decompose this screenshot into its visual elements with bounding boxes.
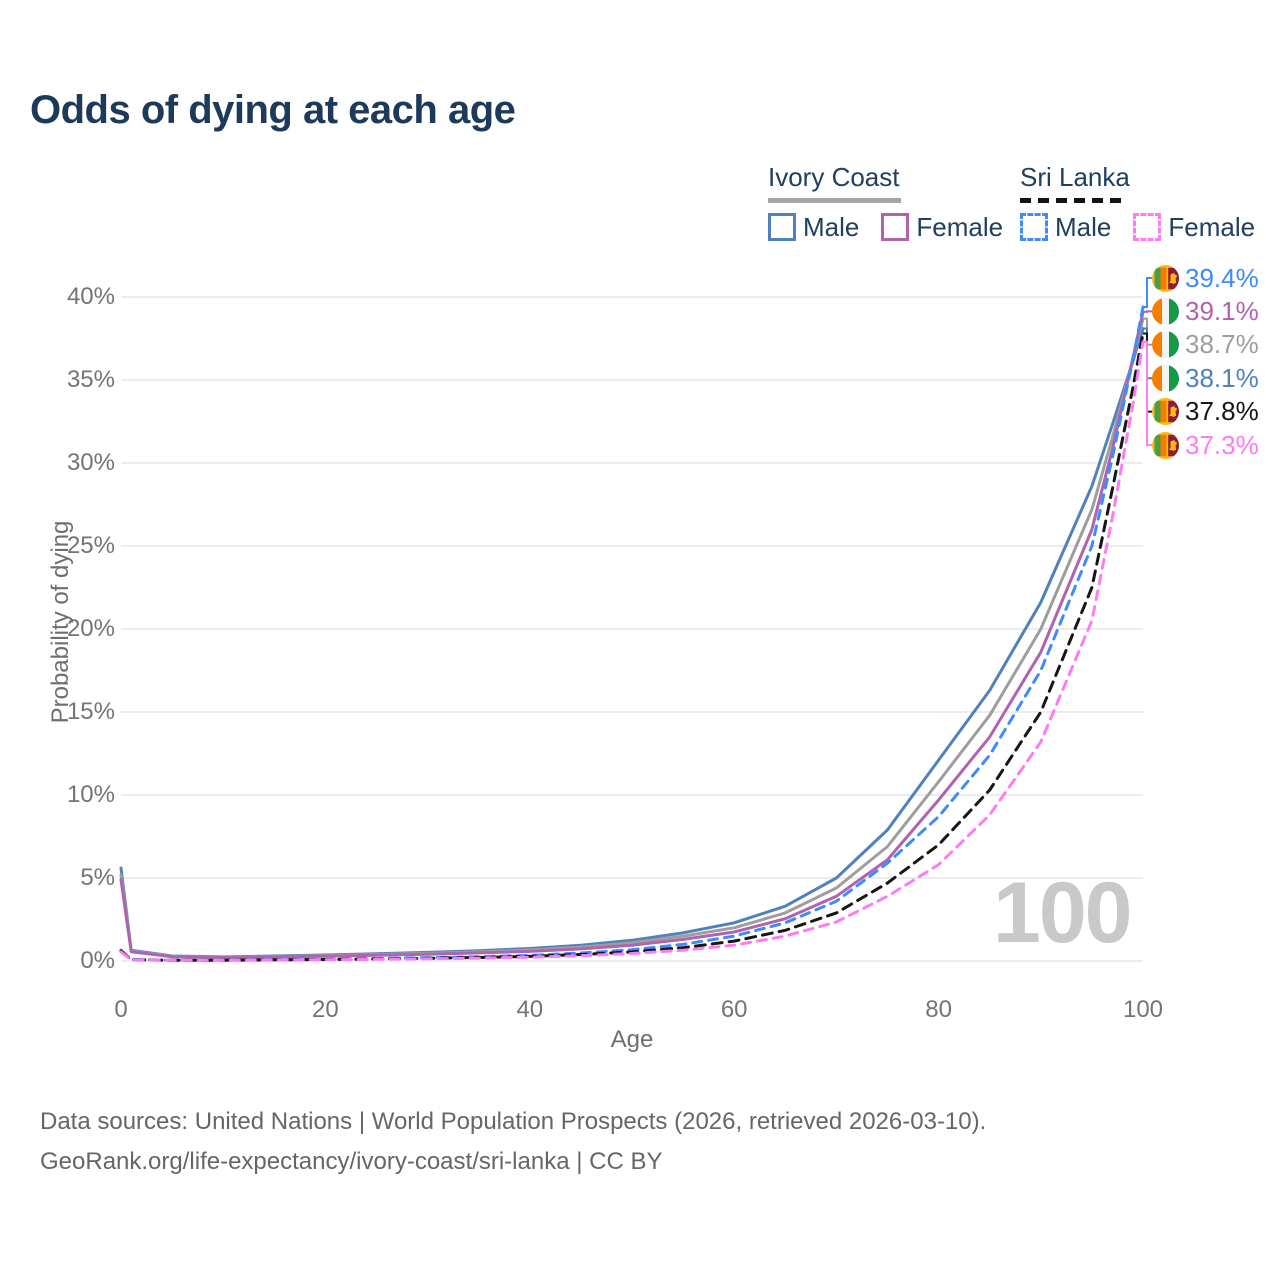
legend-checkbox-sri-lanka-male[interactable] [1020,213,1048,242]
series-line-sri-lanka-female[interactable] [119,340,1145,962]
legend-checkbox-ivory-coast-female[interactable] [881,213,910,242]
series-line-sri-lanka-male[interactable] [119,305,1145,962]
end-label-leader-line [1143,340,1152,446]
series-line-ivory-coast-male[interactable] [119,327,1145,959]
end-label-leader-line [1143,310,1152,313]
series-line-ivory-coast-female[interactable] [119,310,1145,959]
legend-checkbox-sri-lanka-female[interactable] [1133,213,1162,242]
end-label-leader-line [1143,277,1152,308]
age-watermark: 100 [993,865,1132,961]
series-line-sri-lanka-total[interactable] [119,332,1145,962]
legend-checkbox-ivory-coast-male[interactable] [768,213,796,242]
series-line-ivory-coast-total[interactable] [119,317,1145,959]
